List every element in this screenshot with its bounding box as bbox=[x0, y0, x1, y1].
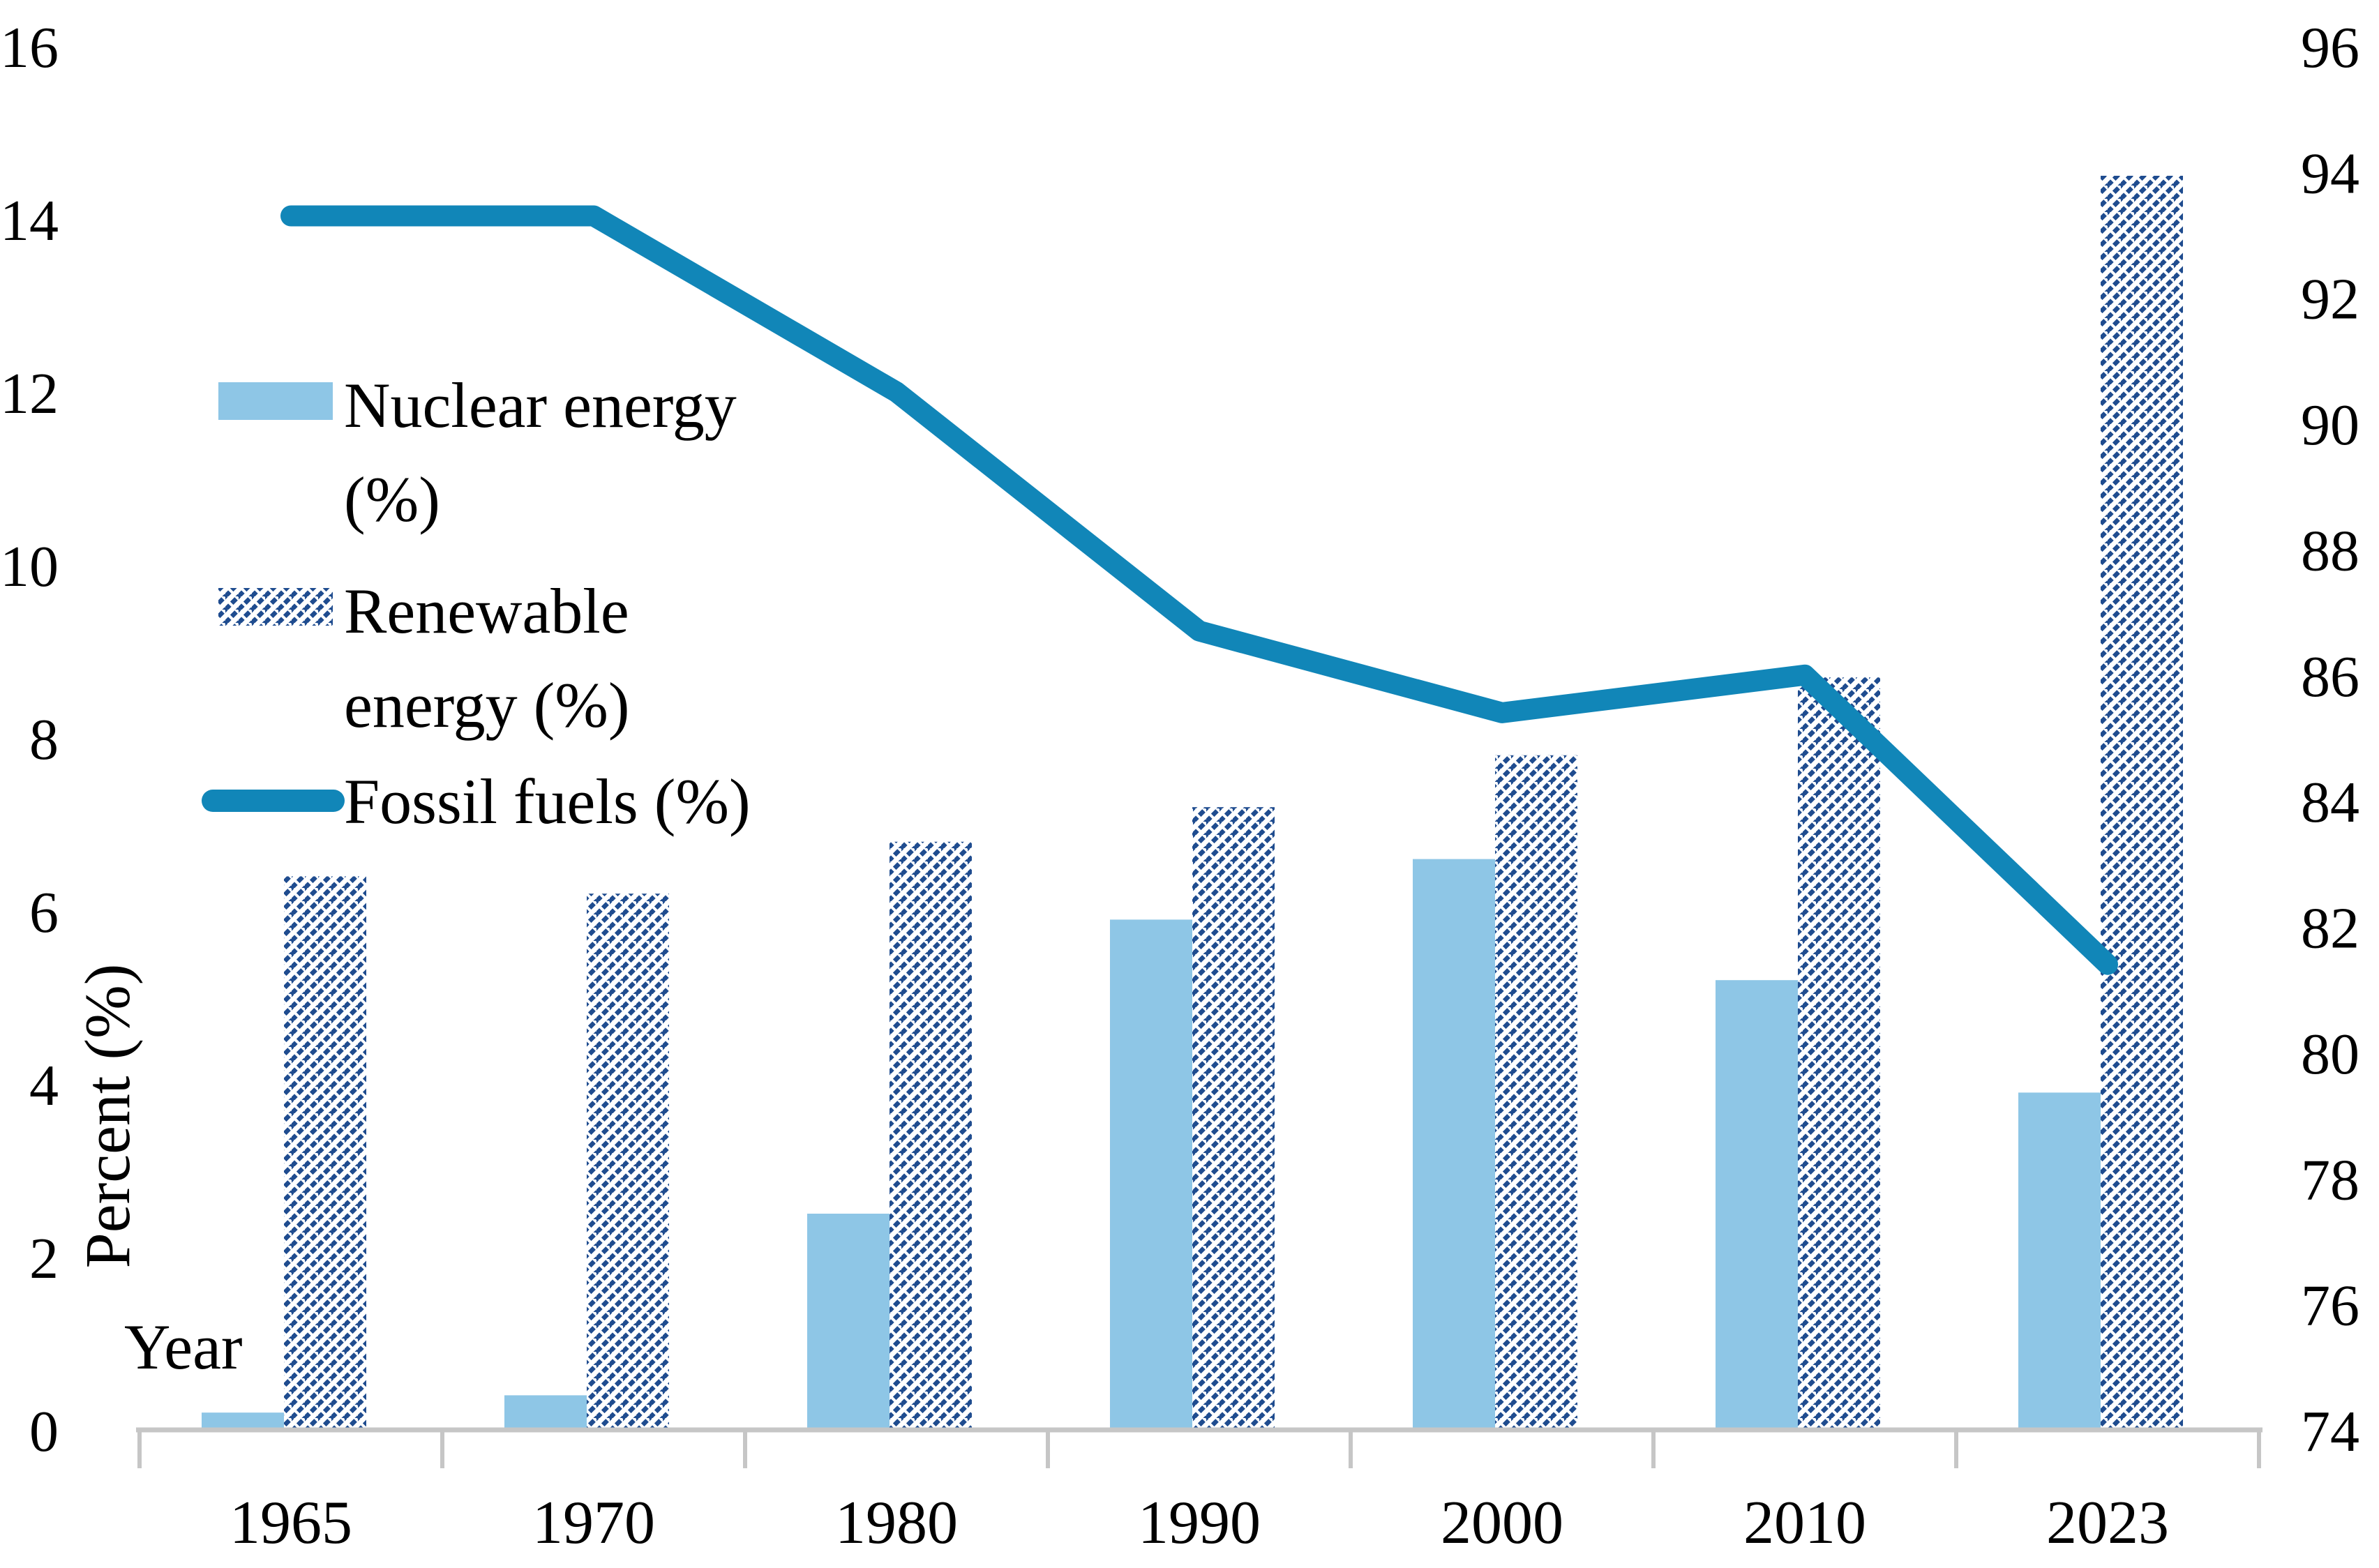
legend-item-nuclear: Nuclear energy (%) bbox=[218, 370, 737, 535]
renewable-bar-1980 bbox=[890, 841, 972, 1430]
left-axis-tick-label: 10 bbox=[0, 534, 59, 599]
axis-layer bbox=[136, 1427, 2262, 1468]
nuclear-bar-1965 bbox=[202, 1412, 284, 1430]
left-axis-tick-label: 8 bbox=[29, 707, 59, 772]
right-axis-tick-label: 92 bbox=[2301, 267, 2359, 332]
right-axis-tick-label: 84 bbox=[2301, 770, 2359, 835]
nuclear-bar-1970 bbox=[504, 1395, 587, 1430]
nuclear-bar-1980 bbox=[807, 1214, 890, 1430]
right-axis-tick-label: 94 bbox=[2301, 141, 2359, 206]
left-axis-tick-label: 14 bbox=[0, 188, 59, 253]
right-axis-tick-label: 78 bbox=[2301, 1147, 2359, 1212]
left-axis-tick-label: 6 bbox=[29, 880, 59, 945]
renewable-bar-2000 bbox=[1495, 755, 1577, 1430]
left-axis-tick-label: 12 bbox=[0, 361, 59, 426]
renewable-bar-2010 bbox=[1798, 677, 1880, 1431]
nuclear-bar-2023 bbox=[2018, 1092, 2101, 1430]
bars-layer bbox=[202, 176, 2183, 1431]
x-axis-year-label: 1980 bbox=[835, 1489, 958, 1557]
x-axis-year-label: 2000 bbox=[1441, 1489, 1563, 1557]
right-axis-tick-label: 86 bbox=[2301, 644, 2359, 709]
renewable-bar-1990 bbox=[1192, 807, 1275, 1430]
legend-label: Fossil fuels (%) bbox=[344, 766, 751, 837]
renewable-bar-2023 bbox=[2101, 176, 2183, 1430]
right-axis-tick-label: 88 bbox=[2301, 518, 2359, 583]
legend: Nuclear energy (%) Renewable energy (%) Foss… bbox=[202, 370, 751, 837]
right-axis-tick-label: 90 bbox=[2301, 393, 2359, 458]
left-axis-tick-label: 0 bbox=[29, 1399, 59, 1464]
legend-item-renewable: Renewable energy (%) bbox=[218, 575, 630, 741]
x-axis-year-label: 1965 bbox=[230, 1489, 352, 1557]
x-axis-year-label: 2010 bbox=[1743, 1489, 1866, 1557]
legend-item-fossil: Fossil fuels (%) bbox=[202, 766, 751, 837]
nuclear-bar-2000 bbox=[1413, 859, 1495, 1430]
nuclear-bar-1990 bbox=[1110, 919, 1192, 1430]
legend-label: Nuclear energy bbox=[344, 370, 737, 441]
x-axis-year-label: 1990 bbox=[1138, 1489, 1261, 1557]
renewable-bar-1970 bbox=[587, 894, 669, 1430]
axis-labels-layer: 0 2 4 6 8 10 12 14 16 74 76 78 80 82 84 86 88 90 92 94 96 196… bbox=[0, 15, 2359, 1557]
legend-label: (%) bbox=[344, 464, 440, 535]
legend-label: energy (%) bbox=[344, 670, 630, 741]
legend-label: Renewable bbox=[344, 575, 629, 647]
nuclear-bar-2010 bbox=[1716, 980, 1798, 1430]
renewable-swatch bbox=[218, 588, 333, 626]
right-axis-tick-label: 76 bbox=[2301, 1274, 2359, 1339]
right-axis-tick-label: 96 bbox=[2301, 15, 2359, 80]
left-axis-tick-label: 4 bbox=[29, 1053, 59, 1118]
x-axis-year-label: 2023 bbox=[2046, 1489, 2169, 1557]
left-axis-tick-label: 2 bbox=[29, 1226, 59, 1291]
right-axis-tick-label: 74 bbox=[2301, 1399, 2359, 1464]
nuclear-swatch bbox=[218, 382, 333, 420]
right-axis-tick-label: 82 bbox=[2301, 896, 2359, 961]
renewable-bar-1965 bbox=[284, 876, 366, 1430]
x-axis-title: Year bbox=[124, 1311, 243, 1382]
left-axis-title: Percent (%) bbox=[72, 964, 143, 1269]
fossil-line-layer bbox=[280, 205, 2118, 975]
fossil-fuels-line bbox=[280, 205, 2118, 975]
right-axis-tick-label: 80 bbox=[2301, 1022, 2359, 1087]
x-axis-year-label: 1970 bbox=[532, 1489, 655, 1557]
left-axis-tick-label: 16 bbox=[0, 15, 59, 80]
